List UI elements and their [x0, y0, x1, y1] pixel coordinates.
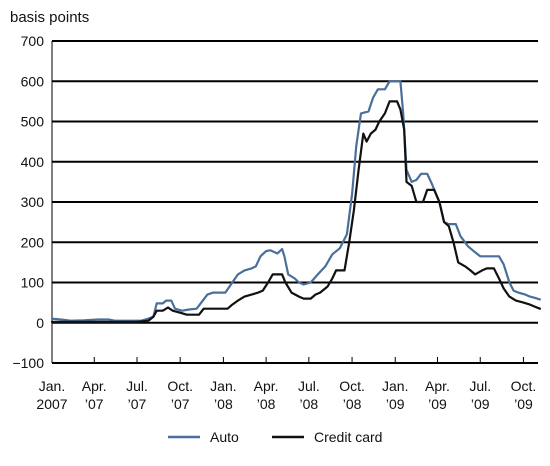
- x-tick-labels: Jan. 2007 Apr. ’07 Jul. ’07 Oct. ’07 Jan. ’08 Apr.…: [36, 378, 536, 412]
- x-tick-label: ’07: [128, 396, 147, 412]
- legend-label: Auto: [210, 429, 239, 445]
- x-tick-label: Oct.: [167, 378, 193, 394]
- x-tick-label: Apr.: [254, 378, 279, 394]
- x-tick-label: ’09: [471, 396, 490, 412]
- x-tick-label: 2007: [36, 396, 67, 412]
- x-tick-label: Apr.: [425, 378, 450, 394]
- y-tick-label: 100: [21, 275, 45, 291]
- x-tick-label: Jan.: [39, 378, 65, 394]
- x-tick-label: ’08: [343, 396, 362, 412]
- x-tick-label: ’07: [171, 396, 190, 412]
- y-tick-label: 0: [36, 315, 44, 331]
- grid-lines: [51, 40, 538, 364]
- x-tick-label: Oct.: [511, 378, 537, 394]
- x-tick-label: ’08: [300, 396, 319, 412]
- y-tick-label: 700: [21, 33, 45, 49]
- x-tick-label: Jul.: [298, 378, 320, 394]
- series-line-auto: [50, 80, 542, 322]
- y-tick-label: 500: [21, 114, 45, 130]
- legend: Auto Credit card: [168, 429, 382, 445]
- x-tick-label: Jan.: [382, 378, 408, 394]
- y-tick-label: 200: [21, 234, 45, 250]
- x-tick-label: Oct.: [339, 378, 365, 394]
- y-tick-label: −100: [12, 355, 44, 371]
- y-tick-labels: −100 0 100 200 300 400 500 600 700: [12, 33, 44, 371]
- y-tick-label: 600: [21, 73, 45, 89]
- x-tick-label: ’09: [428, 396, 447, 412]
- x-tick-label: ’08: [257, 396, 276, 412]
- y-axis-title: basis points: [10, 9, 89, 26]
- x-tick-label: Jul.: [469, 378, 491, 394]
- x-tick-label: Apr.: [82, 378, 107, 394]
- y-tick-label: 400: [21, 154, 45, 170]
- x-tick-label: ’07: [85, 396, 104, 412]
- legend-label: Credit card: [314, 429, 382, 445]
- x-tick-label: Jul.: [126, 378, 148, 394]
- x-tick-label: Jan.: [210, 378, 236, 394]
- x-tick-label: ’08: [214, 396, 233, 412]
- x-tick-label: ’09: [386, 396, 405, 412]
- series-lines: [50, 80, 542, 323]
- y-tick-label: 300: [21, 194, 45, 210]
- x-tick-label: ’09: [514, 396, 533, 412]
- series-line-credit-card: [50, 100, 542, 323]
